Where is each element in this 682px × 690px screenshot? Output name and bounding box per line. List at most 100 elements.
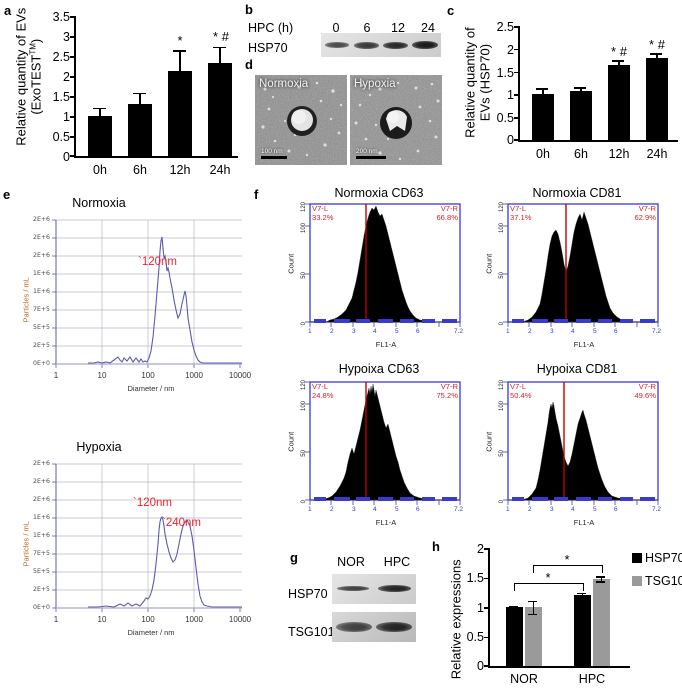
flow-plot-hypoixa-cd63 (305, 381, 461, 505)
panel-f-right-gate-normoxia-cd81: V7-R 62.9% (620, 204, 656, 223)
panel-h: h Relative expressions 2 1.5 1 0.5 0 * *… (430, 540, 682, 690)
nta-plot-hypoxia (52, 463, 242, 612)
panel-f-title-normoxia-cd81: Normoxia CD81 (532, 186, 622, 200)
panel-g-blot-tsg101 (332, 612, 416, 642)
panel-f-ytick: 100 (301, 401, 307, 412)
tem-texture-hypoxia (350, 75, 442, 165)
panel-h-ytick: 1.5 (466, 571, 484, 585)
panel-c-ylabel-line1: Relative quantity of (462, 27, 478, 138)
panel-c-errorcap (574, 87, 586, 89)
panel-h-x-axis (488, 666, 630, 668)
panel-a-errorcap (93, 107, 106, 110)
panel-h-bar-tsg101-nor (525, 607, 542, 666)
blot-band (336, 622, 372, 632)
panel-h-tickmark (484, 636, 489, 638)
panel-a-errorcap (133, 92, 146, 95)
panel-c-errorbar (656, 53, 658, 62)
panel-d-caption-hypoxia: Hypoxia (354, 78, 396, 90)
panel-c-errorcap (612, 60, 624, 62)
panel-b-row-label: HPC (h) (248, 21, 294, 35)
panel-f-ylabel-normoxia-cd63: Count (286, 253, 296, 274)
panel-h-legend-hsp70: HSP70 (632, 552, 682, 565)
panel-a-tickmark (70, 16, 75, 18)
panel-f-right-gate-normoxia-cd63: V7-R 66.8% (422, 204, 458, 223)
panel-f-ytick: 50 (499, 450, 505, 457)
panel-h-significance-bracket-2 (533, 565, 603, 573)
gate-name: V7-R (638, 382, 656, 391)
panel-h-ytick: 0.5 (466, 630, 484, 644)
panel-e-ytick-normoxia: 2E+6 (33, 216, 50, 223)
panel-a-errorbar (179, 50, 181, 92)
panel-f-ytick: 0 (301, 500, 307, 504)
panel-f-histogram-normoxia-cd63: Normoxia CD63 (274, 186, 470, 362)
panel-h-errorcap (596, 581, 605, 583)
panel-d-tem-normoxia: Normoxia 100 nm (255, 75, 347, 165)
panel-e-xtick-normoxia: 100 (141, 371, 155, 380)
panel-c-tickmark (514, 71, 519, 74)
panel-e-xlabel-hypoxia: Diameter / nm (127, 628, 175, 637)
panel-e-ytick-normoxia: 2E+5 (33, 342, 50, 349)
panel-c-bar (532, 94, 554, 140)
panel-a-tickmark (70, 96, 75, 98)
panel-a-errorbar (99, 107, 101, 125)
gate-name: V7-R (638, 204, 656, 213)
panel-a-ylabel-line2: (ExoTEST (28, 54, 44, 115)
panel-g-lane-label: HPC (383, 555, 411, 569)
panel-f-left-gate-hypoixa-cd81: V7-L 50.4% (510, 382, 532, 401)
legend-label-hsp70: HSP70 (645, 551, 682, 565)
panel-a-errorbar (139, 92, 141, 115)
flow-plot-hypoixa-cd81 (503, 381, 659, 505)
panel-a-ytick: 1 (63, 110, 70, 124)
panel-c-label: c (447, 3, 455, 18)
panel-e-nta-hypoxia: Hypoxia Particles / mL (10, 440, 251, 645)
panel-f-ytick: 0 (499, 500, 505, 504)
panel-g-protein-label-tsg101: TSG101 (288, 625, 335, 639)
panel-g-blot-hsp70 (332, 574, 416, 604)
panel-d-scalebar-text-normoxia: 100 nm (261, 147, 283, 155)
panel-d-tem-hypoxia: Hypoxia 200 nm (350, 75, 442, 165)
panel-g: g NOR HPC HSP70 TSG101 (288, 548, 438, 678)
panel-f-xtick: 5 (593, 328, 597, 335)
panel-f-xtick: 4 (373, 506, 377, 513)
gate-percent: 62.9% (634, 212, 656, 222)
panel-d-scalebar-hypoxia (356, 156, 386, 159)
blot-band (376, 622, 412, 632)
panel-f-xtick: 2 (528, 328, 532, 335)
panel-e-ytick-hypoxia: 1E+6 (33, 532, 50, 539)
panel-h-errorcap (528, 600, 537, 602)
panel-c-errorbar (542, 88, 544, 101)
panel-c-errorbar (618, 60, 620, 70)
panel-c-tickmark (514, 48, 519, 51)
panel-e-ytick-normoxia: 1E+6 (33, 270, 50, 277)
panel-e-ytick-normoxia: 1E+6 (33, 288, 50, 295)
panel-f-xtick: 2 (528, 506, 532, 513)
panel-f-ytick: 100 (301, 223, 307, 234)
panel-h-ytick: 2 (477, 542, 484, 556)
panel-h-tickmark (484, 577, 489, 579)
panel-b-label: b (245, 2, 253, 17)
panel-f-xtick: 3 (550, 506, 554, 513)
panel-f-left-gate-normoxia-cd63: V7-L 33.2% (312, 204, 334, 223)
panel-f-xtick: 7.2 (652, 328, 662, 335)
panel-d-label: d (245, 57, 253, 72)
panel-f-xtick: 7.2 (652, 506, 662, 513)
flow-plot-normoxia-cd81 (503, 203, 659, 327)
panel-f-xtick: 6 (614, 506, 618, 513)
panel-f-ytick: 120 (499, 202, 505, 213)
panel-f-ytick: 50 (301, 272, 307, 279)
panel-f-label: f (254, 187, 259, 202)
panel-e-title-normoxia: Normoxia (72, 196, 126, 210)
panel-f-ytick: 120 (499, 380, 505, 391)
gate-percent: 75.2% (436, 390, 458, 400)
gate-percent: 37.1% (510, 212, 532, 222)
panel-a-tickmark (70, 76, 75, 78)
panel-e-xtick-normoxia: 1 (53, 371, 59, 380)
panel-a: a Relative quantity of EVs (ExoTESTTM) 3… (0, 0, 240, 188)
gate-name: V7-R (440, 204, 458, 213)
gate-percent: 49.6% (634, 390, 656, 400)
panel-f-histogram-hypoixa-cd81: Hypoixa CD81 V7-L 50 (472, 362, 668, 542)
panel-h-bar-hsp70-nor (506, 607, 523, 666)
panel-b-lane-label: 24 (421, 21, 435, 35)
panel-b-lane-label: 0 (332, 21, 340, 35)
panel-e-xtick-hypoxia: 1 (53, 615, 59, 624)
